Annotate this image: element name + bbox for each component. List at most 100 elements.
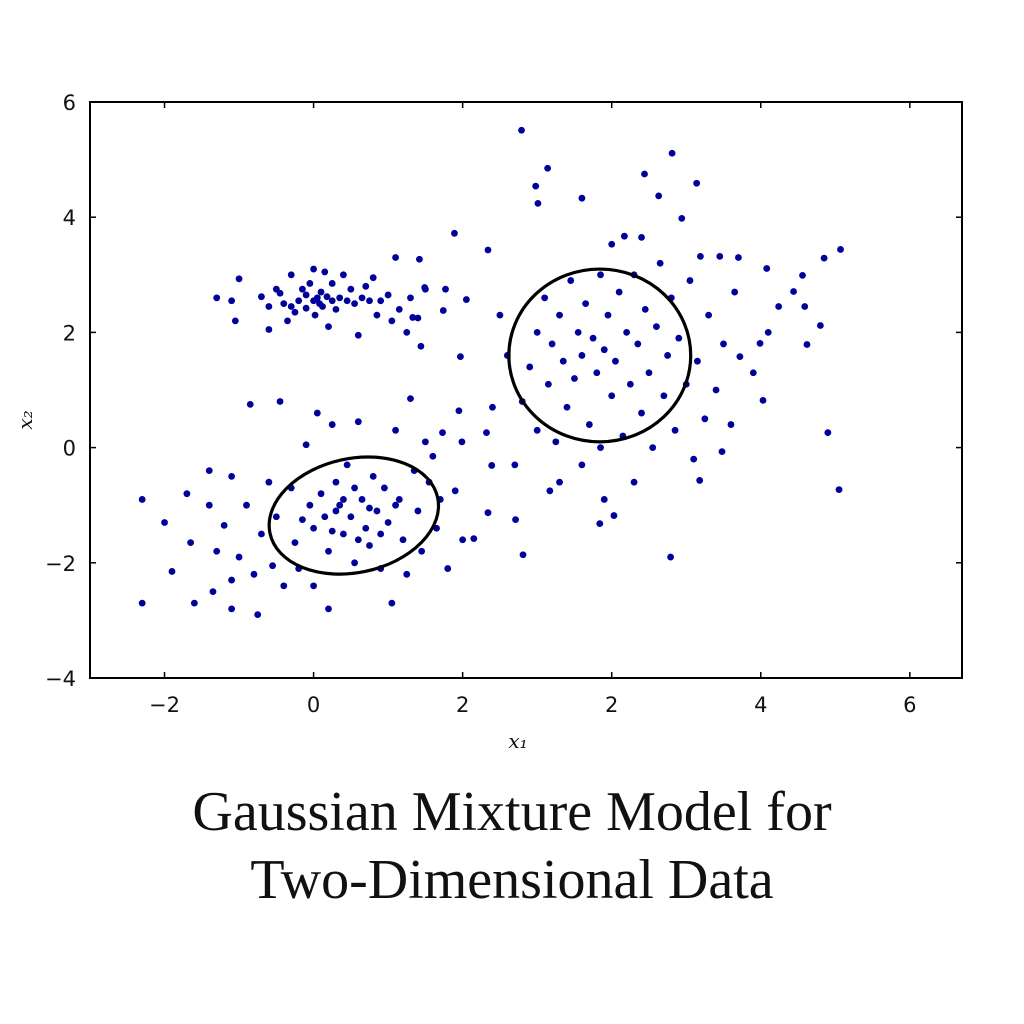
data-point [756, 339, 764, 347]
data-point [716, 252, 724, 260]
data-point [455, 407, 463, 415]
data-point [735, 254, 742, 261]
data-point [254, 611, 262, 619]
data-points [138, 126, 844, 619]
data-point [712, 386, 720, 394]
data-point [458, 438, 466, 446]
data-point [373, 507, 381, 515]
data-point [351, 559, 358, 567]
data-point [325, 323, 332, 331]
data-point [183, 490, 191, 498]
data-point [392, 254, 399, 261]
data-point [655, 192, 663, 200]
data-point [358, 294, 366, 302]
data-point [328, 421, 336, 428]
data-point [526, 363, 534, 371]
data-point [600, 496, 608, 503]
data-point [597, 444, 604, 451]
data-point [269, 562, 276, 570]
data-point [380, 484, 388, 492]
data-point [291, 539, 299, 547]
data-point [250, 570, 258, 578]
data-point [228, 473, 236, 480]
x-tick-label: 2 [605, 693, 618, 717]
data-point [462, 296, 470, 303]
data-point [328, 280, 336, 287]
data-point [332, 507, 340, 515]
data-point [824, 429, 832, 437]
data-point [161, 519, 168, 526]
data-point [328, 297, 336, 305]
data-point [775, 303, 783, 310]
x-tick-label: 0 [307, 693, 320, 717]
data-point [310, 524, 317, 532]
data-point [302, 304, 310, 312]
data-point [696, 477, 704, 484]
data-point [231, 317, 239, 325]
data-point [205, 501, 213, 509]
data-point [343, 461, 351, 469]
data-point [377, 297, 385, 305]
x-tick-label: 6 [903, 693, 916, 717]
data-point [489, 403, 496, 411]
data-point [246, 401, 254, 408]
data-point [439, 307, 447, 314]
data-point [578, 194, 586, 202]
x-tick-label: 2 [456, 693, 469, 717]
data-point [439, 429, 446, 437]
data-point [718, 448, 726, 456]
data-point [638, 233, 645, 241]
data-point [299, 285, 306, 293]
data-point [759, 396, 767, 404]
data-point [280, 300, 288, 307]
data-point [235, 275, 243, 283]
data-point [138, 599, 146, 607]
data-point [641, 305, 649, 313]
data-point [578, 352, 586, 359]
data-point [291, 308, 299, 316]
data-point [295, 297, 303, 305]
data-point [790, 288, 797, 295]
data-point [552, 438, 560, 446]
data-point [559, 357, 567, 365]
x-tick-labels: −2 0 2 2 4 6 [149, 693, 916, 717]
data-point [820, 254, 828, 262]
data-point [731, 288, 739, 296]
data-point [351, 300, 358, 307]
data-point [578, 461, 586, 469]
data-point [336, 501, 344, 509]
chart-title-line-1: Gaussian Mixture Model for [192, 781, 832, 843]
data-point [362, 524, 370, 532]
data-point [354, 536, 362, 544]
data-point [414, 507, 422, 515]
gaussian-component-ellipse [507, 267, 693, 444]
data-point [835, 486, 843, 494]
y-tick-label: 6 [63, 91, 76, 115]
data-point [321, 513, 329, 521]
data-point [306, 501, 314, 509]
data-point [354, 418, 362, 426]
data-point [556, 478, 563, 486]
data-point [533, 329, 541, 336]
data-point [319, 303, 326, 310]
data-point [764, 329, 772, 336]
y-axis-label: x₂ [13, 410, 37, 429]
data-point [258, 530, 265, 538]
data-point [518, 126, 525, 134]
data-point [451, 487, 459, 495]
data-point [414, 314, 422, 322]
data-point [638, 409, 645, 417]
data-point [608, 240, 616, 248]
data-point [403, 329, 411, 336]
data-point [392, 501, 399, 509]
data-point [347, 285, 355, 293]
data-point [358, 496, 366, 503]
data-point [630, 478, 638, 486]
data-point [276, 289, 284, 297]
y-tick-label: −2 [45, 552, 76, 576]
x-axis-label: x₁ [508, 729, 527, 753]
data-point [321, 268, 329, 276]
y-tick-label: 2 [63, 321, 76, 345]
data-point [416, 255, 423, 263]
